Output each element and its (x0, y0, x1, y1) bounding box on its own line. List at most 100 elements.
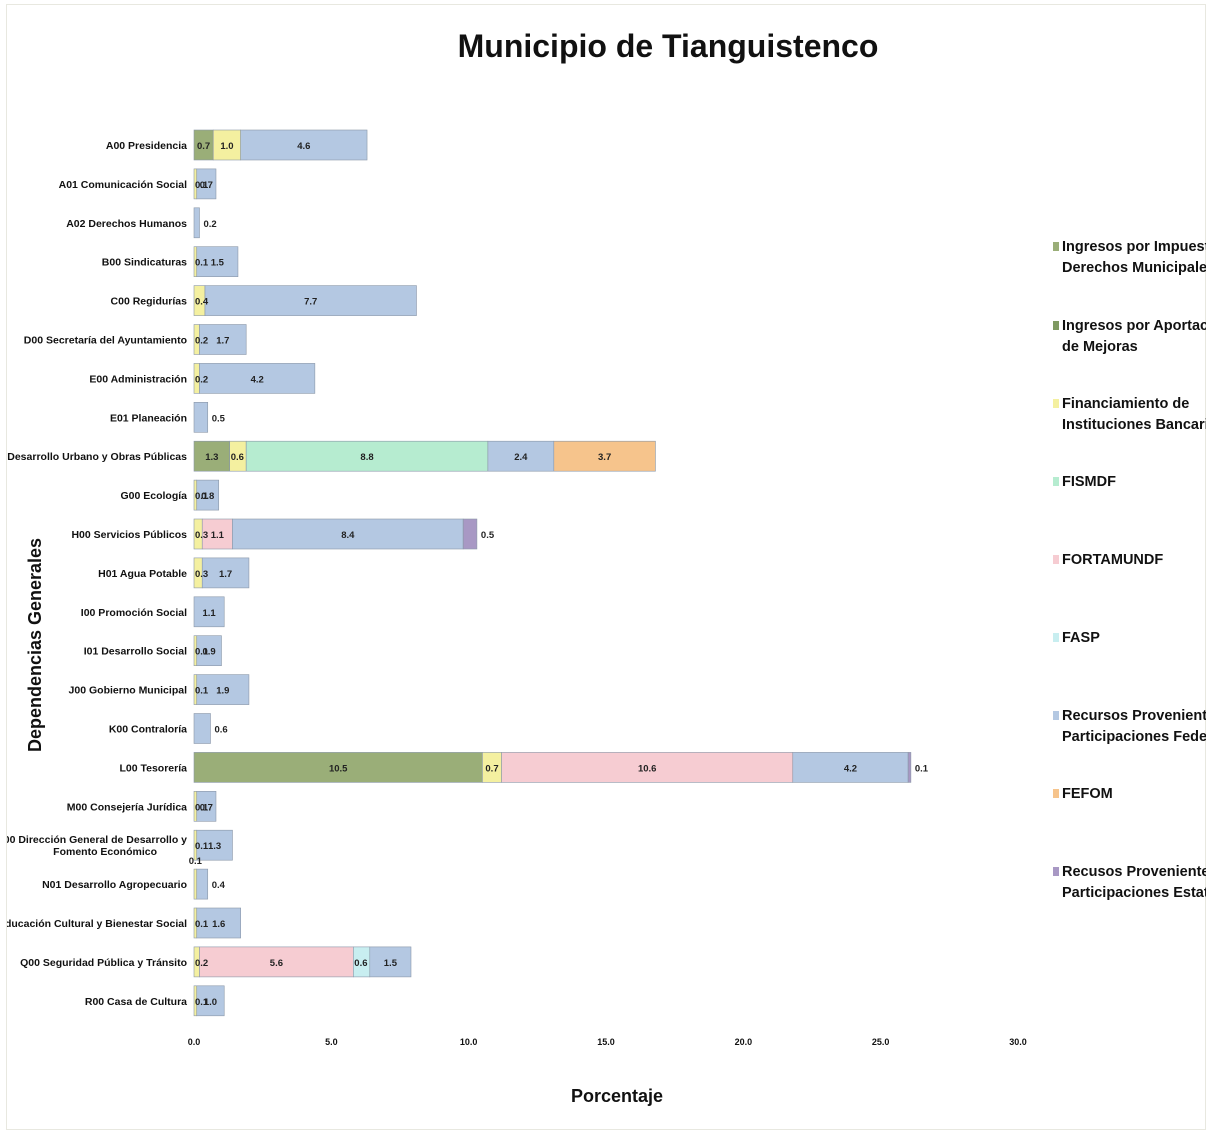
value-label: 10.5 (329, 763, 348, 774)
value-label: 0.9 (202, 647, 215, 658)
bar-segment (193, 868, 198, 900)
bar-segment (196, 790, 217, 822)
bar-segment (193, 440, 231, 472)
bar-segment (196, 479, 220, 511)
value-label: 0.2 (195, 958, 208, 969)
value-label: 0.1 (195, 841, 209, 852)
bar-segment (212, 129, 241, 161)
chart: Municipio de Tianguistenco 0.7 1.0 4.60.10… (7, 28, 1206, 1106)
bar-segment (232, 518, 464, 550)
value-label: 1.9 (216, 686, 229, 697)
value-label: 0.6 (354, 958, 367, 969)
value-label: 0.5 (481, 530, 495, 541)
legend-entry: FASP (1062, 630, 1100, 646)
category-label: H01 Agua Potable (98, 568, 187, 580)
value-label: 0.1 (195, 491, 209, 502)
bar-segment (240, 129, 368, 161)
bar-segment (245, 440, 489, 472)
value-label: 0.2 (203, 219, 216, 230)
value-label: 4.2 (251, 374, 264, 385)
value-label: 10.6 (638, 763, 657, 774)
bar-segment (907, 752, 912, 783)
bar-segment (196, 829, 233, 861)
value-label: 1.3 (205, 452, 218, 463)
legend-swatch (1053, 321, 1059, 330)
bar-segment (199, 946, 354, 978)
value-label: 1.0 (220, 141, 233, 152)
value-label: 8.8 (360, 452, 373, 463)
legend-swatch (1053, 242, 1059, 251)
bar-segment (193, 401, 209, 433)
category-label: I00 Promoción Social (81, 607, 187, 619)
category-labels: A00 Presidencia A01 Comunicación Social A0… (7, 140, 187, 1008)
value-label: 1.1 (202, 608, 216, 619)
bar-segment (199, 363, 316, 394)
value-label: 1.5 (384, 958, 398, 969)
y-axis-title: Dependencias Generales (25, 538, 45, 752)
value-label: 0.4 (195, 297, 209, 308)
category-label: H00 Servicios Públicos (71, 529, 187, 541)
category-label: N01 Desarrollo Agropecuario (42, 879, 187, 891)
category-label: F00 Desarrollo Urbano y Obras Públicas (7, 451, 187, 463)
legend-swatch (1053, 477, 1059, 486)
value-label: 0.1 (915, 763, 929, 774)
value-label: 5.6 (270, 958, 283, 969)
bar-segment (201, 518, 233, 550)
value-label: 1.5 (211, 258, 225, 269)
legend-entry: Recusos Provenientes deParticipaciones E… (1062, 864, 1206, 901)
x-tick-label: 15.0 (597, 1037, 615, 1047)
category-label: C00 Regidurías (111, 296, 188, 308)
bar-segment (196, 985, 225, 1017)
x-axis-title: Porcentaje (571, 1086, 663, 1106)
value-label: 1.6 (212, 919, 225, 930)
category-label: E00 Administración (89, 373, 187, 385)
legend-entry: Recursos Provenientes deParticipaciones … (1062, 708, 1206, 745)
x-tick-label: 25.0 (872, 1037, 890, 1047)
bar-segment (196, 907, 241, 939)
category-label: N00 Dirección General de Desarrollo y Fom… (7, 834, 187, 858)
value-label: 0.2 (195, 336, 208, 347)
category-label: Q00 Seguridad Pública y Tránsito (20, 957, 187, 969)
value-label: 1.7 (216, 336, 229, 347)
value-label: 0.1 (195, 258, 209, 269)
legend-swatch (1053, 711, 1059, 720)
category-label: M00 Consejería Jurídica (67, 801, 187, 813)
bar-segment (196, 246, 239, 277)
value-label: 0.1 (195, 802, 209, 813)
bar-segment (193, 713, 211, 744)
value-label: 1.3 (208, 841, 221, 852)
category-label: A00 Presidencia (106, 140, 187, 152)
category-label: A01 Comunicación Social (59, 179, 187, 191)
bar-segment (369, 946, 412, 978)
value-label: 0.6 (214, 725, 227, 736)
bar-segment (193, 596, 225, 628)
category-label: R00 Casa de Cultura (85, 996, 187, 1008)
category-label: L00 Tesorería (119, 762, 187, 774)
chart-title: Municipio de Tianguistenco (458, 28, 879, 64)
chart-frame: Municipio de Tianguistenco 0.7 1.0 4.6 0.1 0… (6, 4, 1206, 1130)
value-label: 0.8 (201, 491, 214, 502)
bar-segment (553, 440, 656, 472)
bars-group: 0.7 1.0 4.60.10.70.20.1 1.50.4 7.70.2 1.70.2 4… (189, 129, 929, 1017)
value-label: 0.3 (195, 569, 208, 580)
value-label: 2.4 (514, 452, 528, 463)
value-label: 0.1 (195, 647, 209, 658)
value-label: 4.6 (297, 141, 310, 152)
bar-segment (201, 557, 250, 589)
value-label: 1.1 (211, 530, 225, 541)
value-label: 0.4 (212, 880, 226, 891)
value-label: 0.7 (197, 141, 210, 152)
value-label: 0.7 (200, 802, 213, 813)
category-label: I01 Desarrollo Social (84, 646, 187, 658)
value-label: 0.6 (231, 452, 244, 463)
value-label: 0.2 (195, 374, 208, 385)
legend-swatch (1053, 789, 1059, 798)
value-label: 1.0 (204, 997, 217, 1008)
x-tick-label: 20.0 (735, 1037, 753, 1047)
category-label: J00 Gobierno Municipal (69, 685, 188, 697)
legend-entry: FORTAMUNDF (1062, 552, 1163, 568)
category-label: A02 Derechos Humanos (66, 218, 187, 230)
x-tick-label: 5.0 (325, 1037, 338, 1047)
value-label: 4.2 (844, 763, 857, 774)
